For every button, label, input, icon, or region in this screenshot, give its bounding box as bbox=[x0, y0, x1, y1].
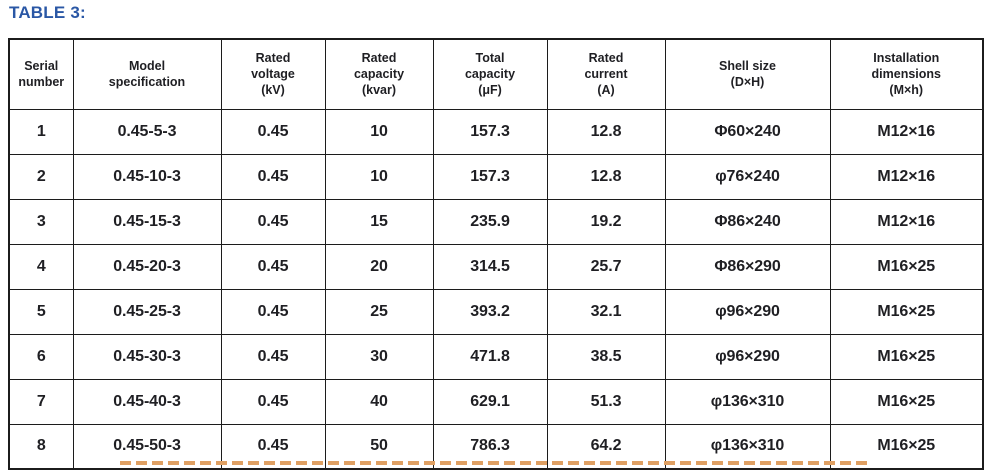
table-cell: 5 bbox=[8, 288, 74, 335]
table-cell: 0.45 bbox=[220, 378, 326, 425]
table-row: 7 0.45-40-3 0.45 40 629.1 51.3 φ136×310 M16×25 bbox=[8, 378, 984, 425]
table-cell: M16×25 bbox=[829, 288, 984, 335]
table-cell: 25.7 bbox=[546, 243, 666, 290]
table-cell: Φ60×240 bbox=[664, 108, 831, 155]
table-cell: 19.2 bbox=[546, 198, 666, 245]
table-cell: 471.8 bbox=[432, 333, 548, 380]
col-header-rated-capacity: Rated capacity (kvar) bbox=[324, 38, 434, 110]
table-cell: M12×16 bbox=[829, 153, 984, 200]
table-cell: 12.8 bbox=[546, 108, 666, 155]
table-cell: M16×25 bbox=[829, 333, 984, 380]
table-cell: 30 bbox=[324, 333, 434, 380]
table-cell: 40 bbox=[324, 378, 434, 425]
col-header-serial-number: Serial number bbox=[8, 38, 74, 110]
table-cell: 32.1 bbox=[546, 288, 666, 335]
table-cell: φ76×240 bbox=[664, 153, 831, 200]
table-cell: 7 bbox=[8, 378, 74, 425]
table-row: 2 0.45-10-3 0.45 10 157.3 12.8 φ76×240 M12×16 bbox=[8, 153, 984, 200]
table-cell: M16×25 bbox=[829, 378, 984, 425]
table-cell: 12.8 bbox=[546, 153, 666, 200]
table-cell: 235.9 bbox=[432, 198, 548, 245]
table-row: 5 0.45-25-3 0.45 25 393.2 32.1 φ96×290 M16×25 bbox=[8, 288, 984, 335]
table-cell: 38.5 bbox=[546, 333, 666, 380]
table-row: 6 0.45-30-3 0.45 30 471.8 38.5 φ96×290 M16×25 bbox=[8, 333, 984, 380]
table-cell: Φ86×290 bbox=[664, 243, 831, 290]
col-header-installation-dimensions: Installation dimensions (M×h) bbox=[829, 38, 984, 110]
col-header-total-capacity: Total capacity (μF) bbox=[432, 38, 548, 110]
table-row: 4 0.45-20-3 0.45 20 314.5 25.7 Φ86×290 M16×25 bbox=[8, 243, 984, 290]
table-row: 1 0.45-5-3 0.45 10 157.3 12.8 Φ60×240 M12×16 bbox=[8, 108, 984, 155]
table-cell: 4 bbox=[8, 243, 74, 290]
page-title: TABLE 3: bbox=[9, 3, 86, 22]
table-cell: 6 bbox=[8, 333, 74, 380]
table-cell: 0.45 bbox=[220, 333, 326, 380]
table-cell: 0.45-25-3 bbox=[72, 288, 222, 335]
header-row: Serial number Model specification Rated … bbox=[8, 38, 984, 110]
table-cell: 3 bbox=[8, 198, 74, 245]
table-cell: 0.45 bbox=[220, 243, 326, 290]
table-cell: M16×25 bbox=[829, 243, 984, 290]
spec-table: Serial number Model specification Rated … bbox=[8, 38, 984, 470]
table-cell: 0.45 bbox=[220, 198, 326, 245]
col-header-rated-voltage: Rated voltage (kV) bbox=[220, 38, 326, 110]
table-cell: 0.45 bbox=[220, 288, 326, 335]
table-cell: 0.45-40-3 bbox=[72, 378, 222, 425]
table-cell: 0.45-15-3 bbox=[72, 198, 222, 245]
table-cell: 0.45 bbox=[220, 153, 326, 200]
table-cell: 8 bbox=[8, 423, 74, 470]
table-cell: φ96×290 bbox=[664, 333, 831, 380]
table-cell: 393.2 bbox=[432, 288, 548, 335]
table-cell: 157.3 bbox=[432, 153, 548, 200]
table-cell: 10 bbox=[324, 153, 434, 200]
table-cell: 10 bbox=[324, 108, 434, 155]
dashed-underline bbox=[120, 461, 868, 465]
table-body: 1 0.45-5-3 0.45 10 157.3 12.8 Φ60×240 M12×16 2 0.… bbox=[8, 108, 984, 470]
table-header: Serial number Model specification Rated … bbox=[8, 38, 984, 110]
table-row: 3 0.45-15-3 0.45 15 235.9 19.2 Φ86×240 M12×16 bbox=[8, 198, 984, 245]
table-cell: 15 bbox=[324, 198, 434, 245]
table-cell: 157.3 bbox=[432, 108, 548, 155]
table-cell: 0.45 bbox=[220, 108, 326, 155]
table-cell: 0.45-10-3 bbox=[72, 153, 222, 200]
table-cell: 0.45-20-3 bbox=[72, 243, 222, 290]
table-cell: φ136×310 bbox=[664, 378, 831, 425]
table-cell: 51.3 bbox=[546, 378, 666, 425]
table-cell: 0.45-30-3 bbox=[72, 333, 222, 380]
table-cell: 1 bbox=[8, 108, 74, 155]
col-header-rated-current: Rated current (A) bbox=[546, 38, 666, 110]
table-cell: M12×16 bbox=[829, 108, 984, 155]
table-cell: Φ86×240 bbox=[664, 198, 831, 245]
col-header-shell-size: Shell size (D×H) bbox=[664, 38, 831, 110]
table-cell: 314.5 bbox=[432, 243, 548, 290]
table-cell: 2 bbox=[8, 153, 74, 200]
table-cell: 20 bbox=[324, 243, 434, 290]
col-header-model-specification: Model specification bbox=[72, 38, 222, 110]
table-cell: φ96×290 bbox=[664, 288, 831, 335]
table-cell: 25 bbox=[324, 288, 434, 335]
table-cell: M12×16 bbox=[829, 198, 984, 245]
table-cell: 0.45-5-3 bbox=[72, 108, 222, 155]
table-cell: 629.1 bbox=[432, 378, 548, 425]
